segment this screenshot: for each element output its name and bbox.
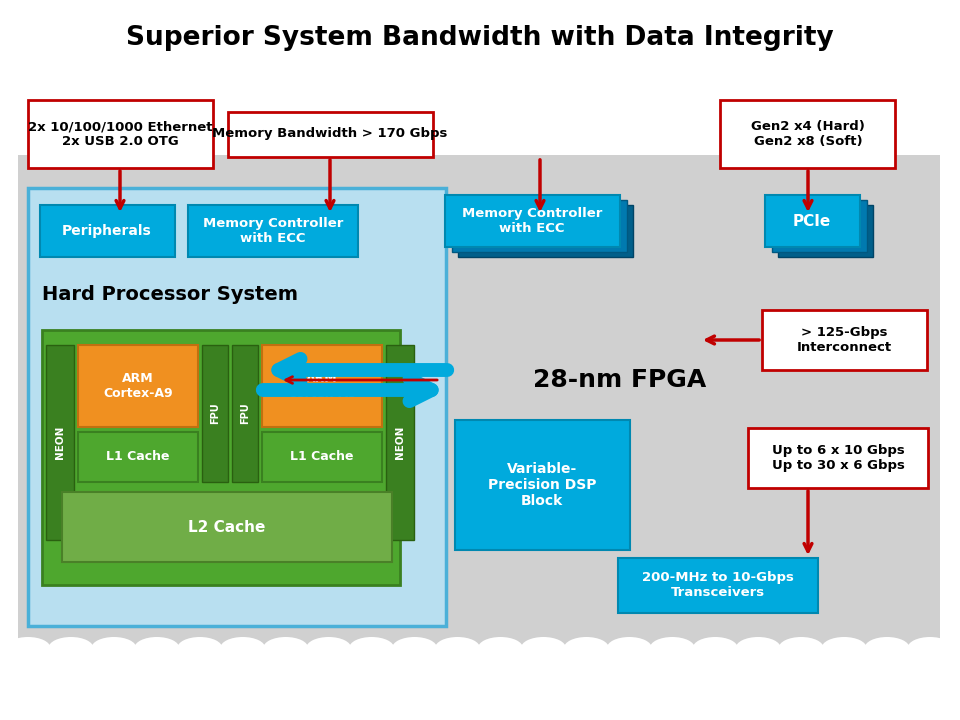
Ellipse shape bbox=[178, 637, 223, 659]
Bar bbox=[720, 100, 895, 168]
Ellipse shape bbox=[392, 637, 437, 659]
Text: Variable-
Precision DSP
Block: Variable- Precision DSP Block bbox=[488, 462, 596, 508]
Ellipse shape bbox=[847, 646, 885, 664]
Bar bbox=[0, 0, 960, 155]
Text: NEON: NEON bbox=[55, 426, 65, 459]
Ellipse shape bbox=[263, 637, 308, 659]
Ellipse shape bbox=[822, 637, 867, 659]
Ellipse shape bbox=[134, 637, 180, 659]
Text: L2 Cache: L2 Cache bbox=[188, 520, 266, 534]
Ellipse shape bbox=[6, 637, 51, 659]
Bar bbox=[778, 205, 873, 257]
Text: 2x 10/100/1000 Ethernet
2x USB 2.0 OTG: 2x 10/100/1000 Ethernet 2x USB 2.0 OTG bbox=[28, 120, 212, 148]
Text: PCIe: PCIe bbox=[793, 214, 831, 228]
Bar bbox=[765, 195, 860, 247]
Bar bbox=[42, 330, 400, 585]
Ellipse shape bbox=[779, 637, 824, 659]
Bar bbox=[202, 345, 228, 482]
Ellipse shape bbox=[306, 637, 351, 659]
Text: > 125-Gbps
Interconnect: > 125-Gbps Interconnect bbox=[797, 326, 892, 354]
Bar bbox=[386, 345, 414, 540]
Text: L1 Cache: L1 Cache bbox=[107, 451, 170, 464]
Text: Memory Controller
with ECC: Memory Controller with ECC bbox=[203, 217, 343, 245]
Bar bbox=[28, 100, 213, 168]
Ellipse shape bbox=[539, 646, 577, 664]
Text: Gen2 x4 (Hard)
Gen2 x8 (Soft): Gen2 x4 (Hard) Gen2 x8 (Soft) bbox=[751, 120, 865, 148]
Ellipse shape bbox=[521, 637, 566, 659]
Text: ARM
Cortex-A9: ARM Cortex-A9 bbox=[103, 372, 173, 400]
Ellipse shape bbox=[307, 646, 346, 664]
Ellipse shape bbox=[435, 637, 480, 659]
Bar bbox=[62, 492, 392, 562]
Ellipse shape bbox=[462, 646, 499, 664]
Bar bbox=[28, 188, 446, 626]
Bar bbox=[0, 645, 960, 720]
Ellipse shape bbox=[693, 646, 731, 664]
Ellipse shape bbox=[76, 646, 114, 664]
Ellipse shape bbox=[154, 646, 191, 664]
Ellipse shape bbox=[607, 637, 652, 659]
Bar bbox=[228, 112, 433, 157]
Ellipse shape bbox=[48, 637, 93, 659]
Bar bbox=[445, 195, 620, 247]
Bar bbox=[452, 200, 627, 252]
Text: Memory Bandwidth > 170 Gbps: Memory Bandwidth > 170 Gbps bbox=[212, 127, 447, 140]
Ellipse shape bbox=[349, 637, 395, 659]
Ellipse shape bbox=[230, 646, 268, 664]
Bar bbox=[262, 345, 382, 427]
Bar bbox=[458, 205, 633, 257]
Ellipse shape bbox=[865, 637, 909, 659]
Bar bbox=[762, 310, 927, 370]
Bar bbox=[46, 345, 74, 540]
Text: Superior System Bandwidth with Data Integrity: Superior System Bandwidth with Data Inte… bbox=[126, 25, 834, 51]
Bar bbox=[78, 345, 198, 427]
Ellipse shape bbox=[615, 646, 654, 664]
Text: ARM
Cortex-A9: ARM Cortex-A9 bbox=[287, 372, 357, 400]
Text: 200-MHz to 10-Gbps
Transceivers: 200-MHz to 10-Gbps Transceivers bbox=[642, 571, 794, 599]
Bar bbox=[455, 420, 630, 550]
Text: Hard Processor System: Hard Processor System bbox=[42, 286, 298, 305]
Ellipse shape bbox=[735, 637, 780, 659]
Ellipse shape bbox=[770, 646, 808, 664]
Bar bbox=[618, 558, 818, 613]
Ellipse shape bbox=[650, 637, 695, 659]
Text: L1 Cache: L1 Cache bbox=[290, 451, 353, 464]
Bar bbox=[40, 205, 175, 257]
Text: Memory Controller
with ECC: Memory Controller with ECC bbox=[462, 207, 602, 235]
Text: NEON: NEON bbox=[395, 426, 405, 459]
Text: FPU: FPU bbox=[210, 402, 220, 424]
Text: Up to 6 x 10 Gbps
Up to 30 x 6 Gbps: Up to 6 x 10 Gbps Up to 30 x 6 Gbps bbox=[772, 444, 904, 472]
Bar bbox=[772, 200, 867, 252]
Ellipse shape bbox=[0, 646, 37, 664]
Bar bbox=[78, 432, 198, 482]
Ellipse shape bbox=[220, 637, 265, 659]
Ellipse shape bbox=[564, 637, 609, 659]
Ellipse shape bbox=[91, 637, 136, 659]
Ellipse shape bbox=[384, 646, 422, 664]
Bar bbox=[262, 432, 382, 482]
Text: FPU: FPU bbox=[240, 402, 250, 424]
Bar bbox=[188, 205, 358, 257]
Ellipse shape bbox=[478, 637, 523, 659]
Bar bbox=[748, 428, 928, 488]
Bar bbox=[232, 345, 258, 482]
Bar bbox=[18, 155, 940, 645]
Text: Peripherals: Peripherals bbox=[62, 224, 152, 238]
Text: 28-nm FPGA: 28-nm FPGA bbox=[534, 368, 707, 392]
Ellipse shape bbox=[907, 637, 952, 659]
Ellipse shape bbox=[693, 637, 737, 659]
